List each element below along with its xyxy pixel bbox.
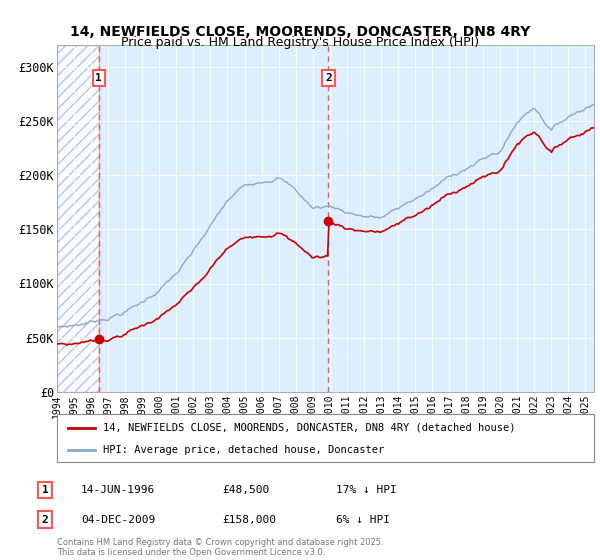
- Text: 6% ↓ HPI: 6% ↓ HPI: [336, 515, 390, 525]
- Text: 1: 1: [41, 485, 49, 495]
- Text: 2: 2: [41, 515, 49, 525]
- Text: £158,000: £158,000: [222, 515, 276, 525]
- Text: 17% ↓ HPI: 17% ↓ HPI: [336, 485, 397, 495]
- FancyBboxPatch shape: [57, 414, 594, 462]
- Text: 14-JUN-1996: 14-JUN-1996: [81, 485, 155, 495]
- Text: 2: 2: [325, 73, 332, 83]
- Text: 04-DEC-2009: 04-DEC-2009: [81, 515, 155, 525]
- Text: Price paid vs. HM Land Registry's House Price Index (HPI): Price paid vs. HM Land Registry's House …: [121, 36, 479, 49]
- Text: Contains HM Land Registry data © Crown copyright and database right 2025.
This d: Contains HM Land Registry data © Crown c…: [57, 538, 383, 557]
- Text: £48,500: £48,500: [222, 485, 269, 495]
- Text: 14, NEWFIELDS CLOSE, MOORENDS, DONCASTER, DN8 4RY (detached house): 14, NEWFIELDS CLOSE, MOORENDS, DONCASTER…: [103, 423, 515, 433]
- Text: HPI: Average price, detached house, Doncaster: HPI: Average price, detached house, Donc…: [103, 445, 384, 455]
- Text: 1: 1: [95, 73, 102, 83]
- Text: 14, NEWFIELDS CLOSE, MOORENDS, DONCASTER, DN8 4RY: 14, NEWFIELDS CLOSE, MOORENDS, DONCASTER…: [70, 25, 530, 39]
- Bar: [57, 45, 99, 392]
